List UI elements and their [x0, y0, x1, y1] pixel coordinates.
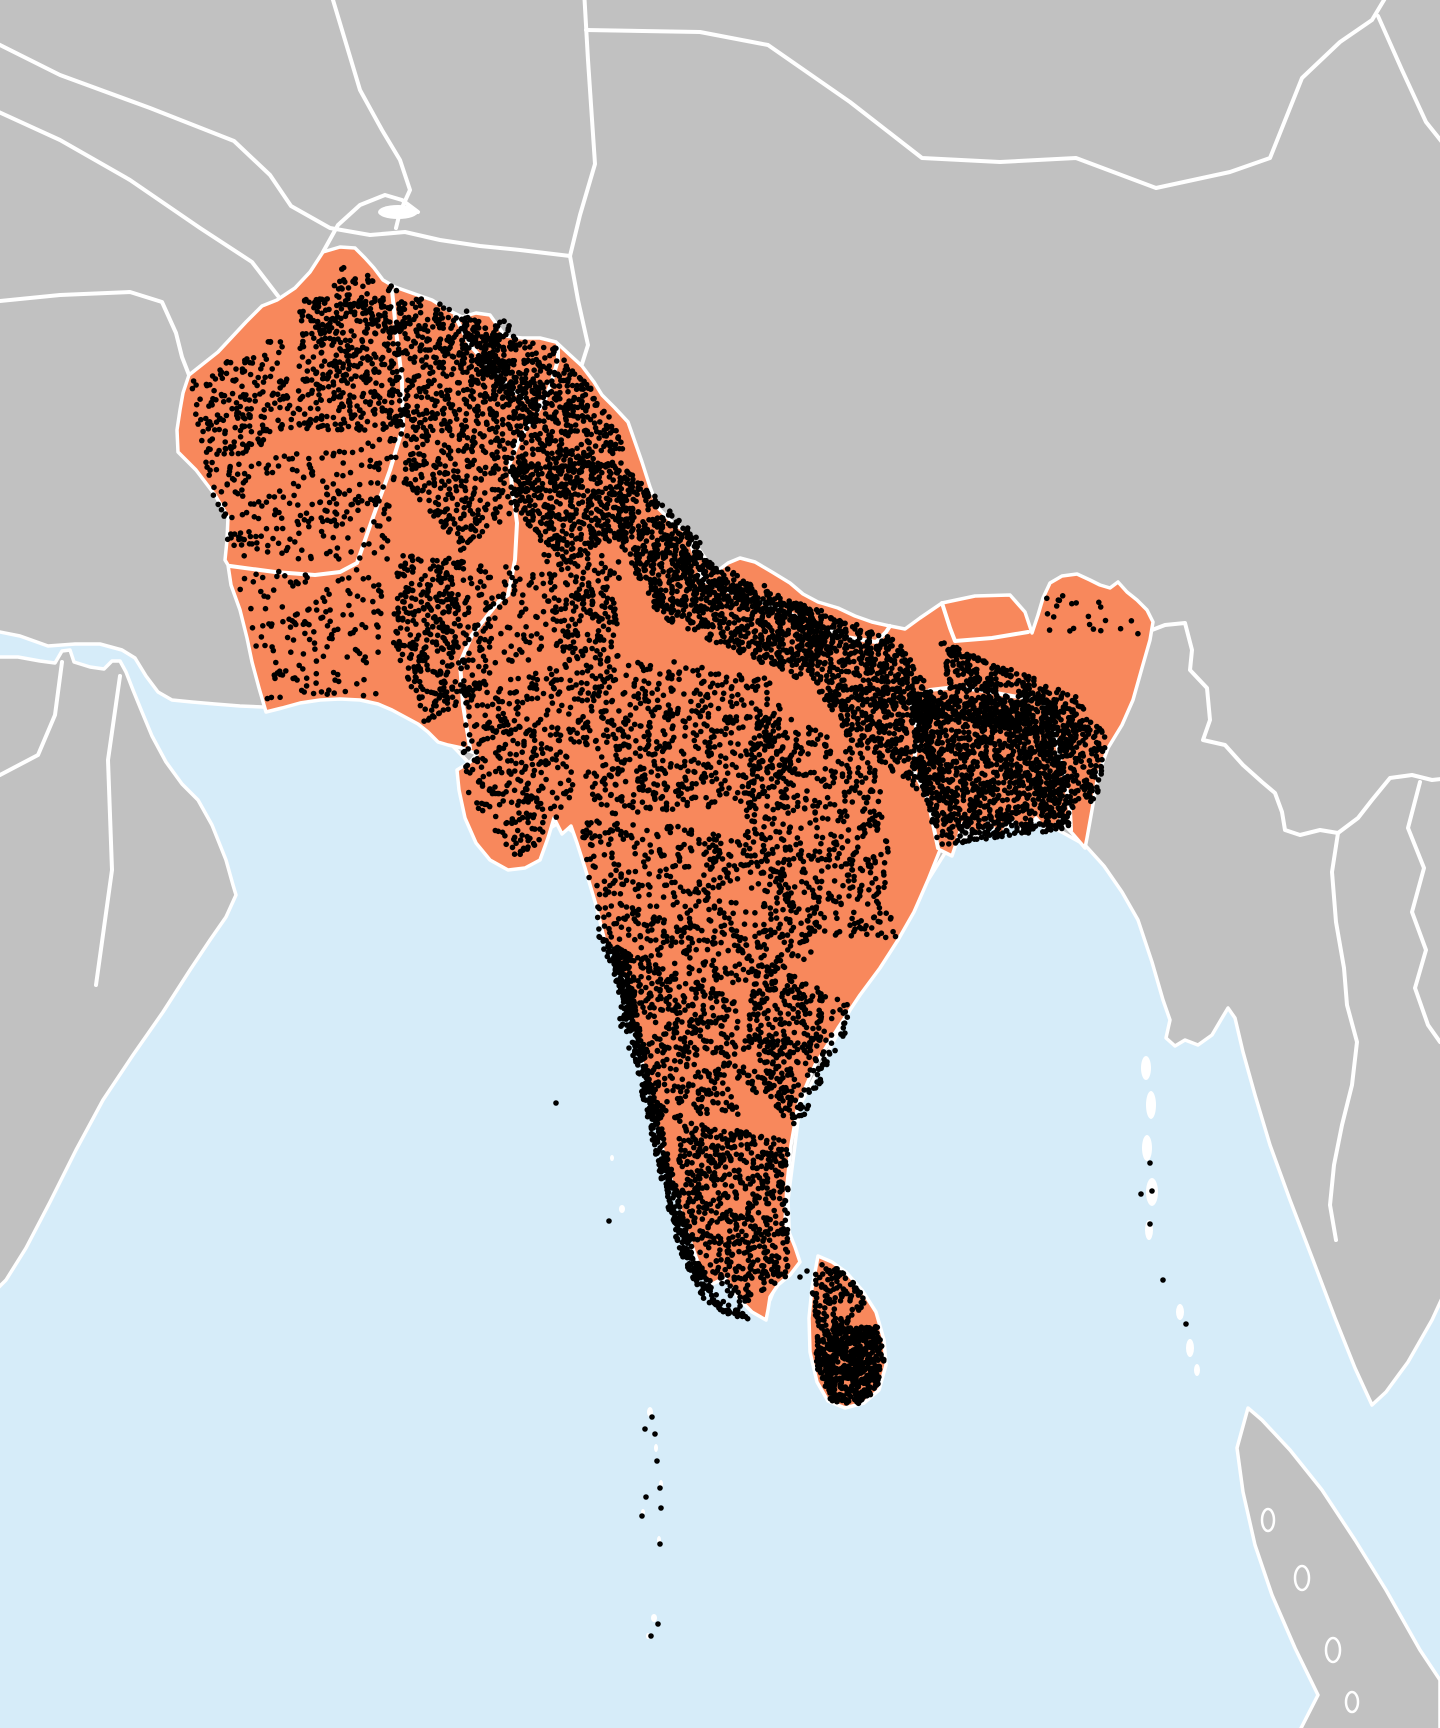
islet-nicobar-1	[1176, 1304, 1184, 1320]
islet-lakshadweep-1	[619, 1205, 625, 1213]
island-siberut	[1293, 1564, 1311, 1592]
sumatra-island	[1235, 1406, 1440, 1728]
border-myanmar-thailand	[1328, 831, 1359, 1242]
border-laos-thailand	[1406, 780, 1440, 1044]
border-myanmar-china	[1150, 621, 1340, 837]
island-nias	[1260, 1507, 1276, 1533]
island-sipura	[1324, 1636, 1342, 1664]
border-iran-turkmenistan	[0, 290, 191, 377]
islet-andaman-2	[1146, 1091, 1156, 1119]
islet-nicobar-2	[1186, 1339, 1194, 1357]
border-china-west	[568, 0, 597, 366]
border-turkmenistan-uzbekistan	[0, 110, 280, 298]
island-pagai	[1344, 1690, 1360, 1714]
border-china-laos	[1336, 773, 1440, 835]
occurrence-dots	[189, 264, 1189, 1639]
islet-maldives-6	[651, 1614, 657, 1622]
islet-nicobar-3	[1194, 1364, 1200, 1376]
border-tajik-kyrgyz	[321, 193, 420, 254]
border-oman-saudi	[94, 674, 122, 987]
border-uae-saudi	[0, 660, 64, 777]
border-kazakh-uzbek-kyrgyz	[0, 42, 572, 258]
islet-andaman-1	[1141, 1056, 1151, 1080]
arabian-peninsula	[0, 648, 238, 1289]
islet-andaman-3	[1142, 1135, 1152, 1161]
border-bhutan	[940, 601, 1030, 643]
islet-maldives-2	[654, 1444, 658, 1452]
lake-issyk-kul	[378, 205, 418, 219]
border-top-right-corner	[1376, 14, 1440, 143]
border-china-north	[584, 0, 1387, 190]
islet-lakshadweep-2	[610, 1155, 614, 1161]
